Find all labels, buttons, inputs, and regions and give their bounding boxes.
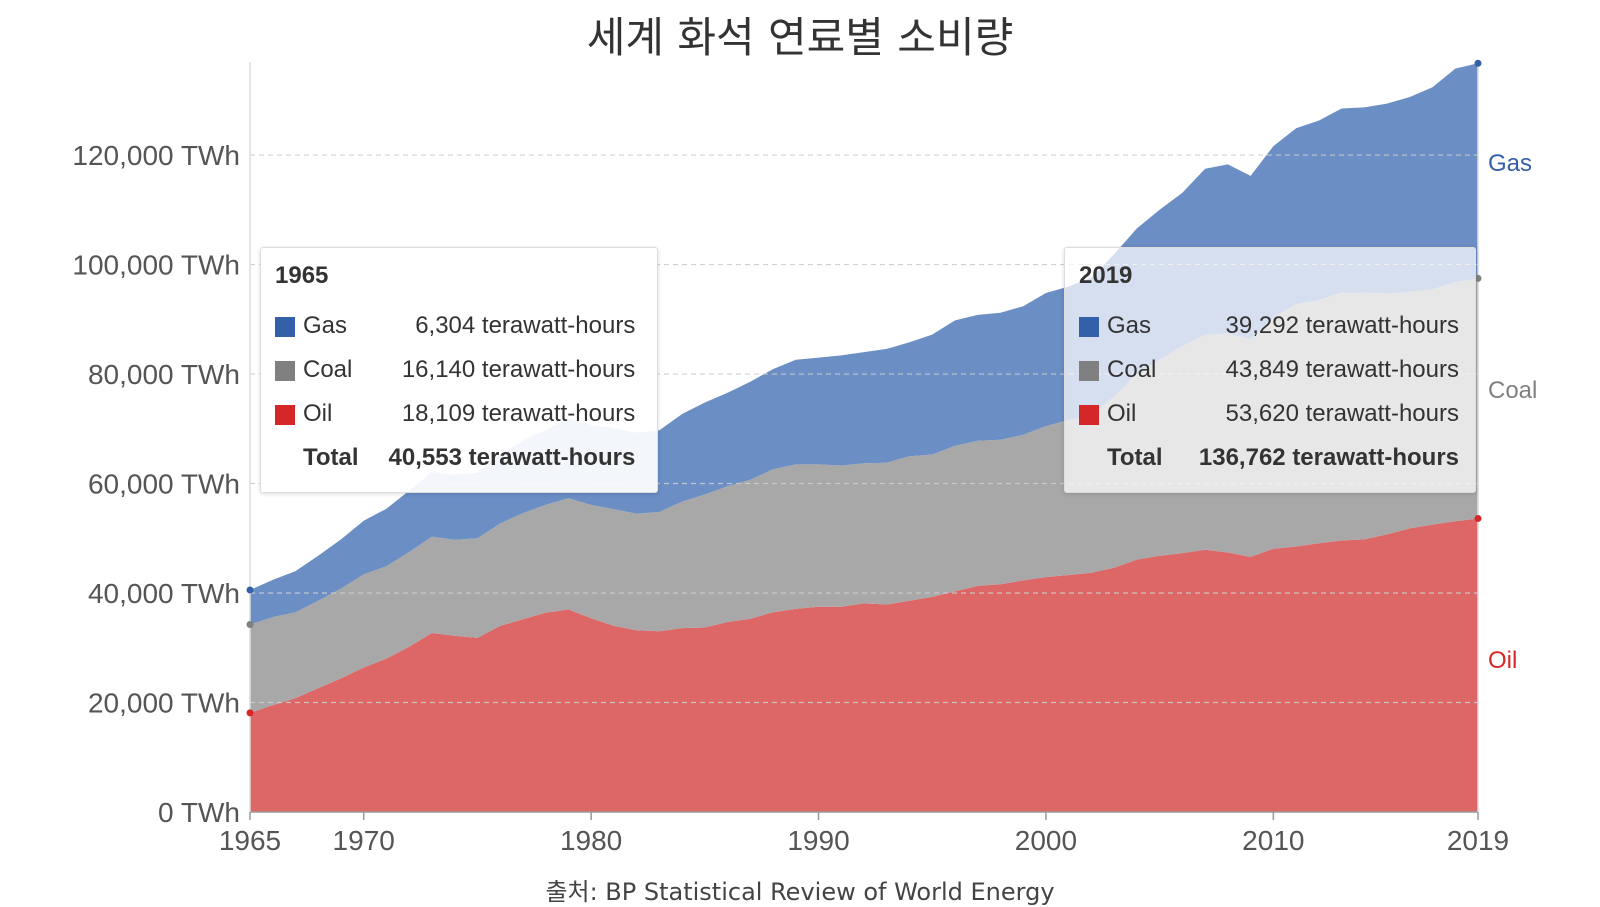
tooltip-row-value: 16,140 terawatt-hours [401, 356, 636, 383]
y-tick-label: 40,000 TWh [88, 578, 240, 609]
chart-title: 세계 화석 연료별 소비량 [586, 13, 1014, 62]
tooltip-row-total: Total 136,762 terawatt-hours [1079, 436, 1459, 480]
marker-oil-1965 [246, 709, 254, 717]
tooltip-row-name: Oil [303, 400, 333, 427]
y-tick-label: 100,000 TWh [72, 250, 240, 281]
tooltip-total-label: Total [303, 444, 359, 471]
y-tick-label: 0 TWh [158, 797, 240, 828]
tooltip-2019: 2019 Gas 39,292 terawatt-hours Coal 43,8… [1064, 247, 1476, 493]
marker-gas-2019 [1474, 59, 1482, 67]
gas-swatch [1079, 316, 1099, 337]
tooltip-row-name: Coal [1107, 356, 1157, 383]
tooltip-row-value: 6,304 terawatt-hours [415, 312, 636, 339]
tooltip-row-value: 43,849 terawatt-hours [1225, 356, 1459, 383]
tooltip-row-name: Gas [303, 312, 348, 339]
y-tick-label: 60,000 TWh [88, 469, 240, 500]
x-tick-label: 1990 [787, 825, 849, 856]
tooltip-total-value: 40,553 terawatt-hours [388, 444, 636, 471]
x-tick-label: 2010 [1242, 825, 1304, 856]
coal-swatch [275, 360, 295, 381]
x-tick-label: 1970 [333, 825, 395, 856]
tooltip-1965: 1965 Gas 6,304 terawatt-hours Coal 16,14… [260, 247, 658, 493]
marker-oil-2019 [1474, 514, 1482, 522]
marker-coal-2019 [1474, 274, 1482, 282]
tooltip-row-name: Gas [1107, 312, 1152, 339]
tooltip-row-total: Total 40,553 terawatt-hours [275, 436, 635, 480]
tooltip-row-name: Coal [303, 356, 353, 383]
tooltip-row-value: 39,292 terawatt-hours [1225, 312, 1459, 339]
tooltip-year: 1965 [275, 262, 329, 289]
x-tick-label: 2000 [1015, 825, 1077, 856]
tooltip-row-name: Oil [1107, 400, 1137, 427]
x-tick-label: 1980 [560, 825, 622, 856]
x-tick-label: 1965 [219, 825, 281, 856]
y-tick-label: 20,000 TWh [88, 688, 240, 719]
tooltip-row-gas: Gas 6,304 terawatt-hours [275, 304, 635, 348]
gas-swatch [275, 316, 295, 337]
tooltip-row-value: 53,620 terawatt-hours [1225, 400, 1459, 427]
end-label-coal: Coal [1488, 377, 1537, 404]
tooltip-row-value: 18,109 terawatt-hours [401, 400, 636, 427]
end-label-oil: Oil [1488, 647, 1517, 674]
tooltip-row-oil: Oil 18,109 terawatt-hours [275, 392, 635, 436]
tooltip-row-oil: Oil 53,620 terawatt-hours [1079, 392, 1459, 436]
chart-source: 출처: BP Statistical Review of World Energ… [545, 878, 1055, 906]
tooltip-year: 2019 [1079, 262, 1133, 289]
tooltip-row-coal: Coal 16,140 terawatt-hours [275, 348, 635, 392]
marker-gas-1965 [246, 586, 254, 594]
tooltip-total-label: Total [1107, 444, 1163, 471]
y-tick-label: 80,000 TWh [88, 359, 240, 390]
x-tick-label: 2019 [1447, 825, 1509, 856]
end-label-gas: Gas [1488, 150, 1532, 177]
tooltip-row-coal: Coal 43,849 terawatt-hours [1079, 348, 1459, 392]
marker-coal-1965 [246, 621, 254, 629]
area-oil [250, 518, 1478, 812]
oil-swatch [1079, 404, 1099, 425]
tooltip-row-gas: Gas 39,292 terawatt-hours [1079, 304, 1459, 348]
oil-swatch [275, 404, 295, 425]
coal-swatch [1079, 360, 1099, 381]
y-tick-label: 120,000 TWh [72, 140, 240, 171]
tooltip-total-value: 136,762 terawatt-hours [1198, 444, 1459, 471]
